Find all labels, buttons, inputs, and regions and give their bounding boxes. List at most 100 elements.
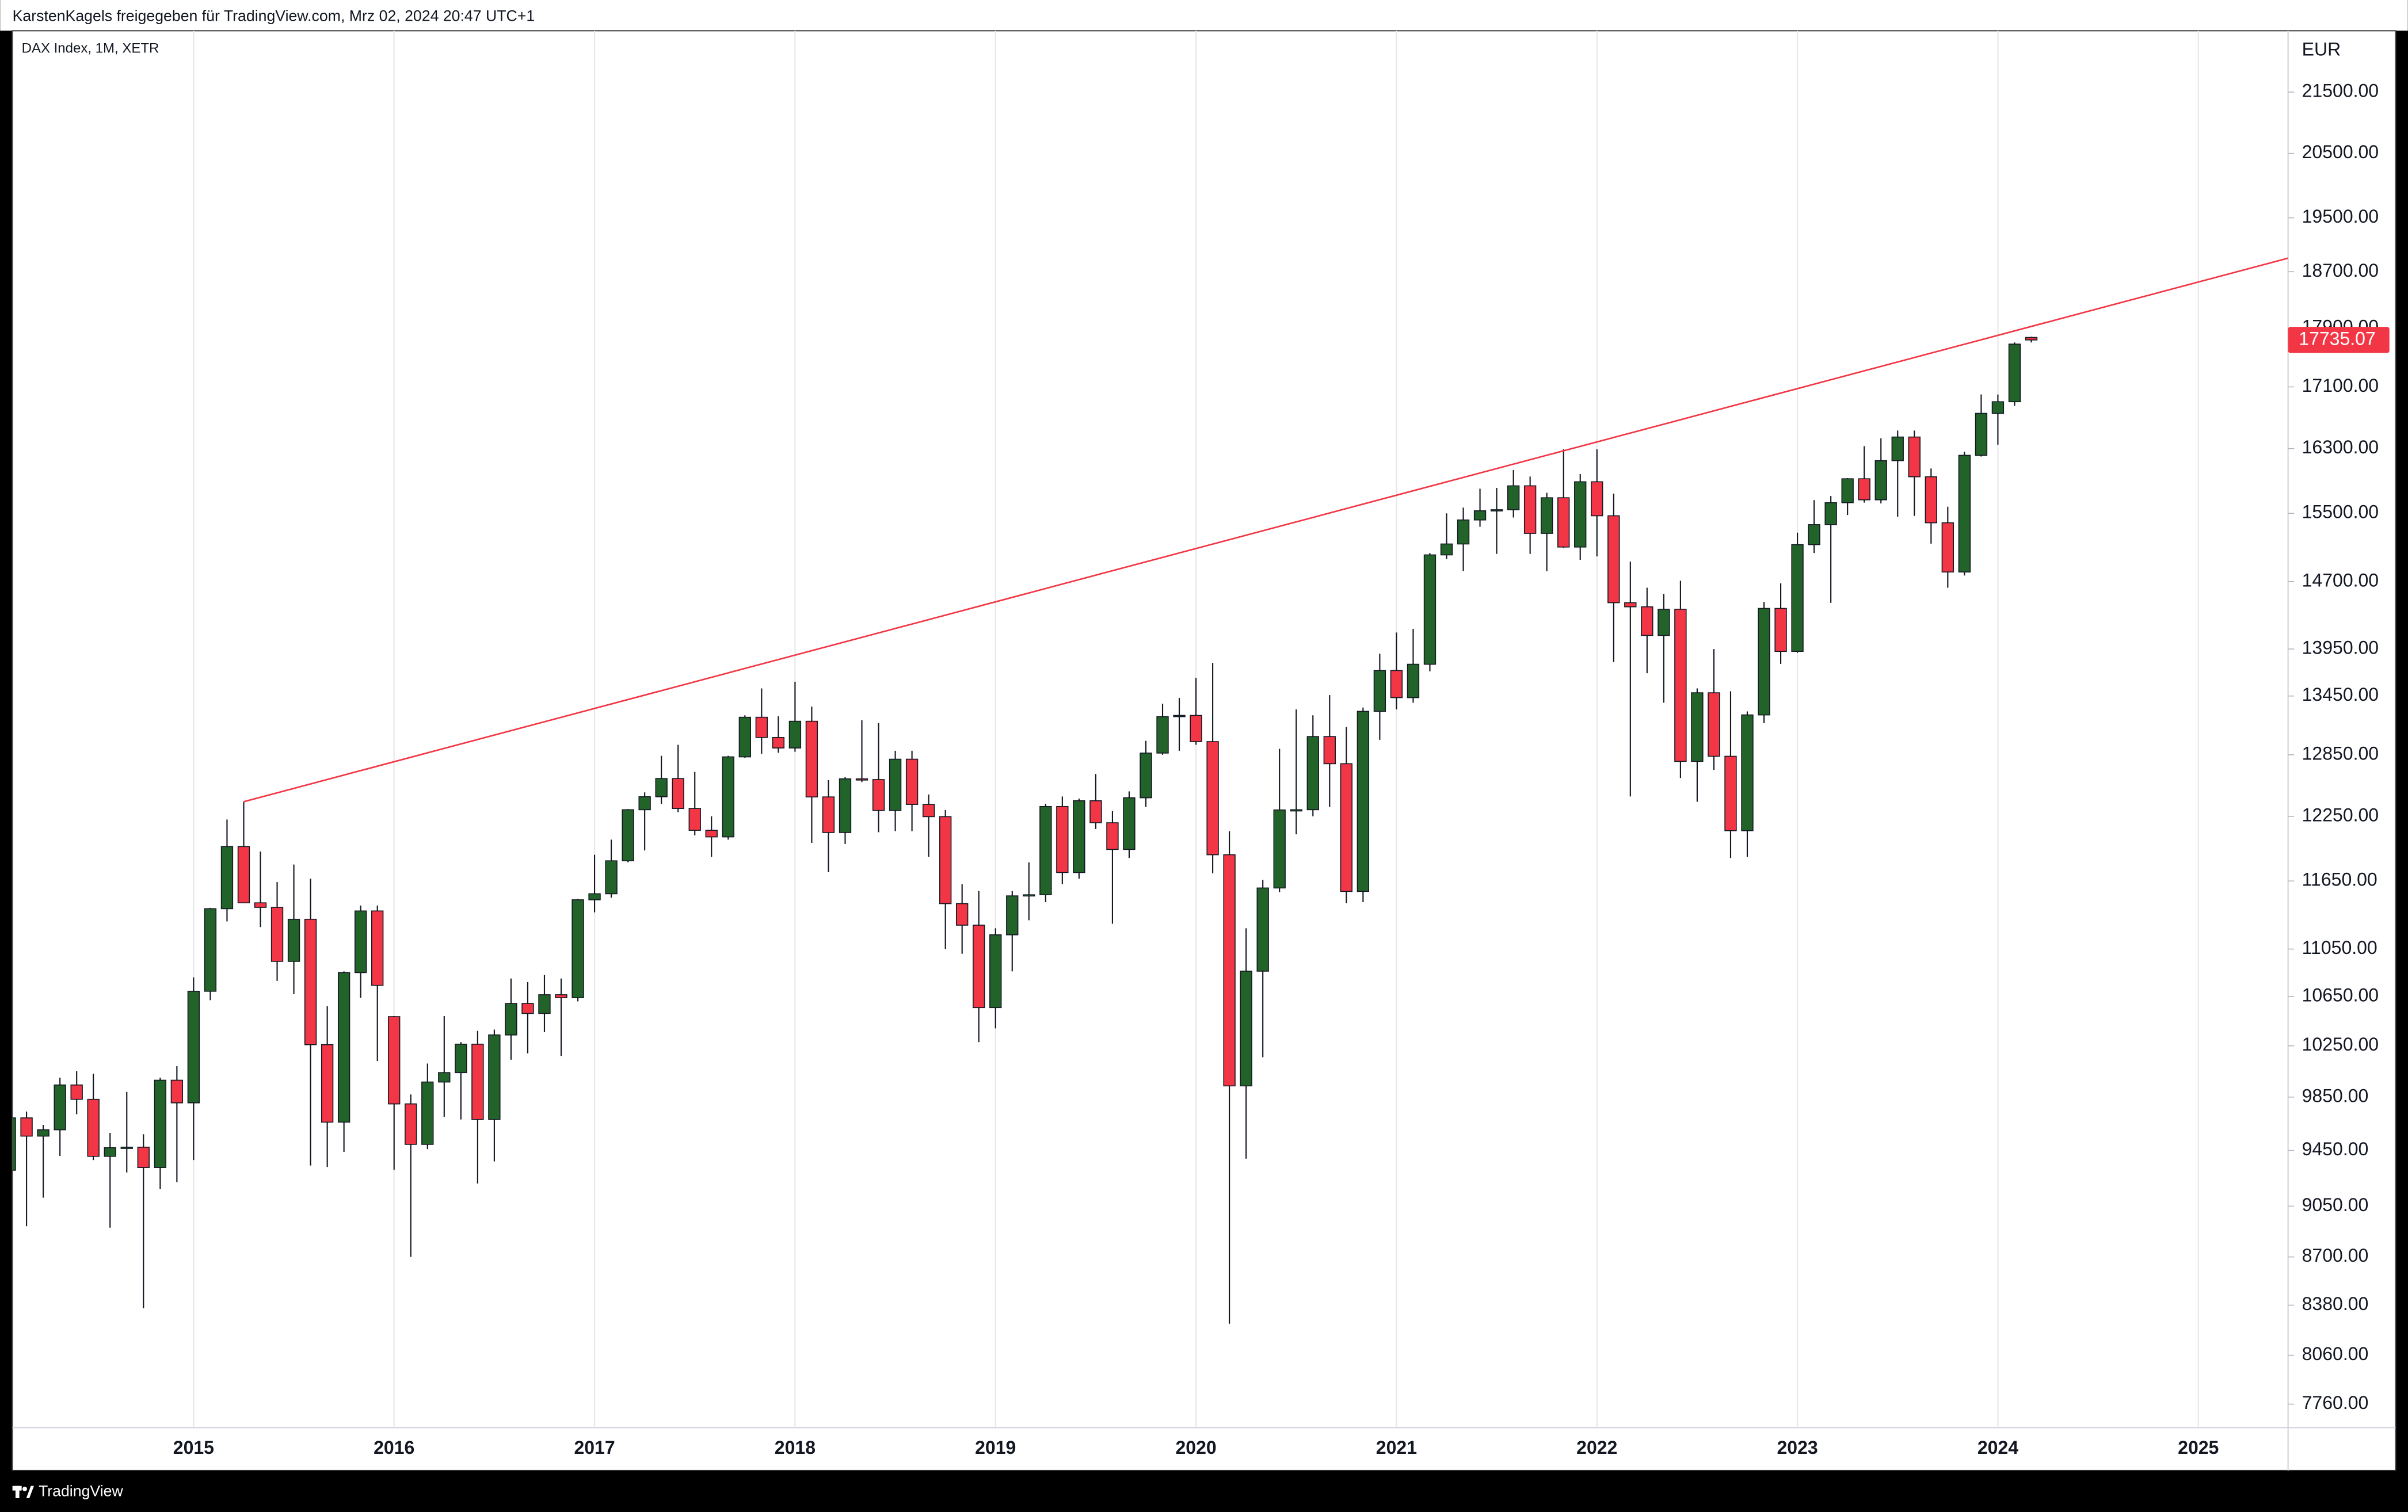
candle-body bbox=[1674, 609, 1687, 762]
candle-body bbox=[154, 1079, 167, 1168]
candle-body bbox=[137, 1147, 150, 1168]
header-text: KarstenKagels freigegeben für TradingVie… bbox=[13, 7, 535, 24]
candle-body bbox=[1891, 436, 1904, 461]
axes: 7760.00 8060.00 8380.00 8700.00 9050.00 9450.… bbox=[173, 81, 2390, 1458]
y-tick-label: 10650.00 bbox=[2302, 985, 2379, 1006]
trendline bbox=[243, 257, 2288, 803]
candle-body bbox=[939, 816, 952, 904]
candle-body bbox=[187, 991, 200, 1104]
last-price-box bbox=[2288, 327, 2390, 353]
candle-body bbox=[571, 899, 584, 998]
candle-body bbox=[956, 903, 969, 926]
y-tick-label: 7760.00 bbox=[2302, 1392, 2369, 1413]
y-tick-label: 11050.00 bbox=[2302, 937, 2377, 958]
candle-body bbox=[1106, 822, 1119, 850]
candle-body bbox=[270, 907, 284, 962]
candle-body bbox=[1624, 602, 1637, 608]
candle-body bbox=[1574, 481, 1587, 548]
candle-body bbox=[70, 1085, 83, 1100]
y-tick-label: 9450.00 bbox=[2302, 1139, 2369, 1159]
candle-body bbox=[321, 1044, 334, 1123]
candle-body bbox=[1140, 753, 1152, 799]
last-price-label: 17735.07 bbox=[2299, 328, 2375, 349]
currency-label: EUR bbox=[2302, 39, 2341, 59]
candle-body bbox=[1440, 543, 1453, 556]
candle-body bbox=[1557, 497, 1570, 548]
chart-panel bbox=[12, 30, 2396, 1472]
candle-body bbox=[120, 1147, 133, 1149]
candle-body bbox=[822, 796, 835, 833]
candle-body bbox=[1540, 497, 1553, 534]
candle-body bbox=[1658, 609, 1670, 636]
candle-body bbox=[438, 1072, 451, 1083]
candle-body bbox=[588, 893, 601, 900]
candle-body bbox=[1824, 502, 1837, 525]
candle-body bbox=[705, 830, 718, 838]
candle-body bbox=[1407, 663, 1420, 698]
candle-body bbox=[388, 1016, 401, 1105]
candle-body bbox=[170, 1079, 184, 1104]
y-tick-label: 8060.00 bbox=[2302, 1343, 2369, 1364]
candle-body bbox=[220, 846, 234, 910]
x-tick-label: 2023 bbox=[1777, 1437, 1818, 1458]
candle-body bbox=[287, 918, 300, 962]
footer-bar bbox=[0, 1470, 2408, 1512]
candle-body bbox=[1306, 736, 1319, 811]
x-tick-label: 2020 bbox=[1175, 1437, 1216, 1458]
candle-body bbox=[1708, 692, 1720, 757]
candle-body bbox=[337, 972, 350, 1123]
candle-body bbox=[1958, 455, 1971, 572]
candle-body bbox=[1256, 887, 1269, 972]
candle-body bbox=[1758, 608, 1770, 716]
y-tick-label: 20500.00 bbox=[2302, 142, 2379, 162]
candle-body bbox=[722, 756, 734, 838]
candle-body bbox=[755, 716, 768, 738]
y-tick-label: 15500.00 bbox=[2302, 502, 2379, 522]
candle-body bbox=[20, 1117, 33, 1137]
y-tick-label: 19500.00 bbox=[2302, 206, 2379, 227]
candle-body bbox=[304, 918, 317, 1045]
y-tick-label: 21500.00 bbox=[2302, 81, 2379, 101]
candle-body bbox=[1323, 736, 1336, 765]
candle-body bbox=[973, 925, 985, 1009]
y-tick-label: 12850.00 bbox=[2302, 743, 2379, 763]
candle-body bbox=[688, 808, 701, 831]
x-tick-label: 2016 bbox=[374, 1437, 414, 1458]
x-tick-label: 2021 bbox=[1376, 1437, 1417, 1458]
candle-body bbox=[922, 804, 935, 818]
candle-body bbox=[1373, 670, 1386, 712]
candle-body bbox=[989, 934, 1002, 1009]
candle-body bbox=[1941, 522, 1954, 572]
candle-body bbox=[1808, 524, 1820, 545]
candle-body bbox=[471, 1044, 484, 1120]
candle-body bbox=[1841, 478, 1854, 503]
candle-body bbox=[638, 796, 651, 811]
candle-body bbox=[237, 846, 250, 904]
candle-body bbox=[1925, 476, 1937, 524]
x-tick-label: 2024 bbox=[1978, 1437, 2018, 1458]
candle-body bbox=[37, 1129, 49, 1137]
candle-body bbox=[421, 1081, 434, 1145]
x-tick-label: 2018 bbox=[775, 1437, 816, 1458]
candle-body bbox=[1858, 478, 1870, 501]
candle-body bbox=[405, 1103, 417, 1145]
y-tick-label: 10250.00 bbox=[2302, 1034, 2379, 1055]
candle-body bbox=[1991, 401, 2005, 414]
y-tick-label: 14700.00 bbox=[2302, 570, 2379, 590]
candle-body bbox=[1290, 809, 1302, 812]
candle-body bbox=[672, 778, 684, 810]
candle-body bbox=[87, 1098, 100, 1157]
candle-body bbox=[1908, 436, 1921, 478]
brand-logo bbox=[12, 1486, 34, 1498]
candle-body bbox=[1039, 805, 1052, 896]
candle-body bbox=[12, 1117, 16, 1171]
plot-area bbox=[12, 257, 2288, 1324]
candle-body bbox=[1975, 413, 1988, 456]
candle-body bbox=[354, 910, 367, 973]
candle-body bbox=[204, 908, 217, 992]
candle-body bbox=[1791, 544, 1804, 652]
candle-body bbox=[738, 716, 751, 758]
candle-body bbox=[1340, 763, 1352, 892]
candle-body bbox=[1056, 805, 1069, 873]
y-tick-label: 11650.00 bbox=[2302, 869, 2377, 890]
